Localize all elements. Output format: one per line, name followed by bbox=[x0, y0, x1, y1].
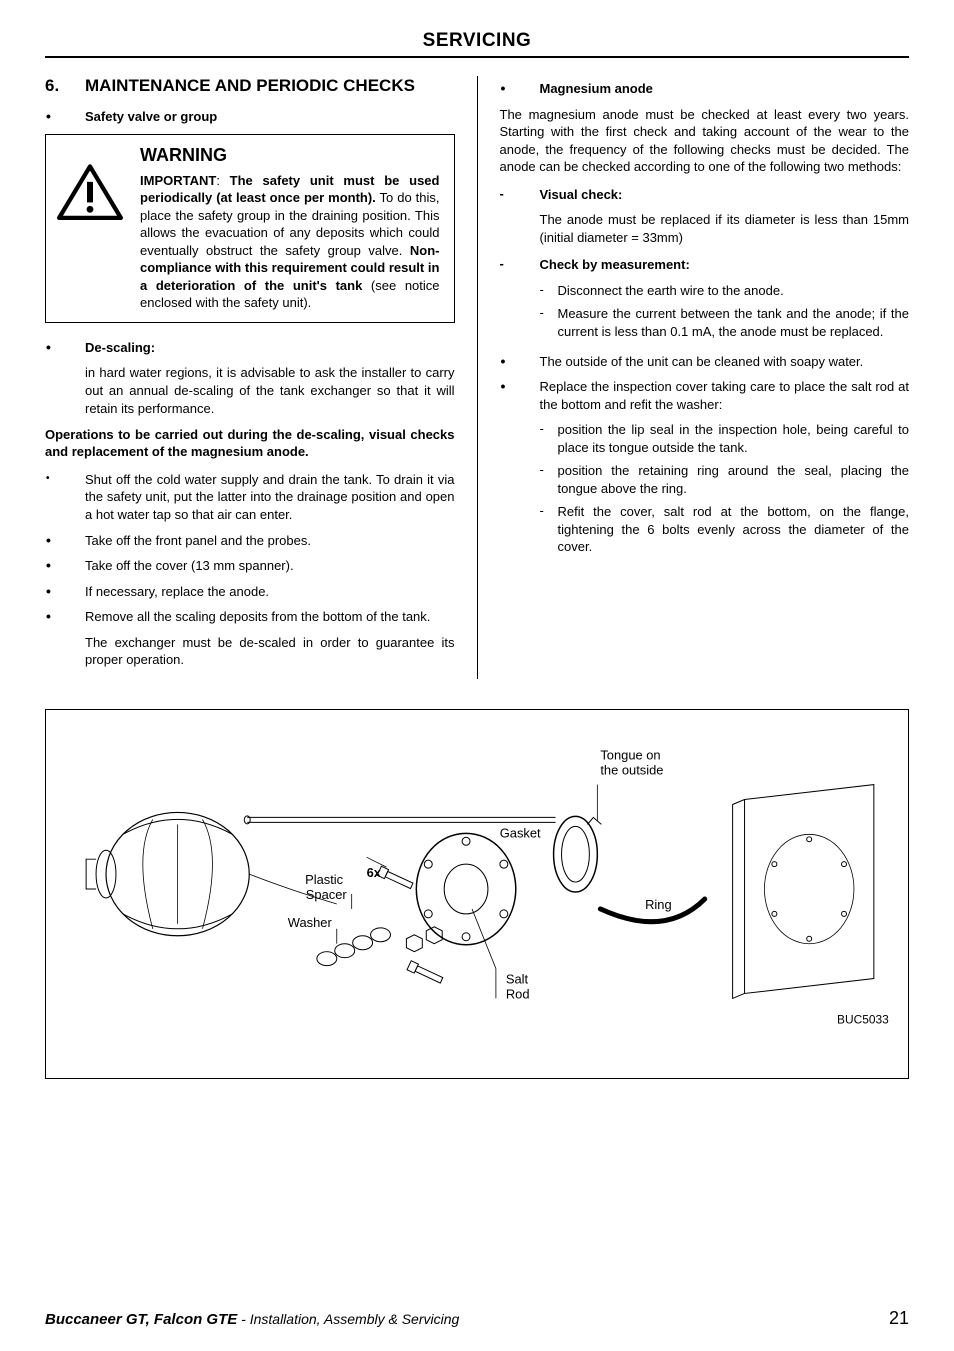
label-gasket: Gasket bbox=[500, 825, 541, 840]
dash-mark: - bbox=[500, 256, 540, 274]
section-heading: 6. MAINTENANCE AND PERIODIC CHECKS bbox=[45, 76, 455, 96]
exchanger-paragraph: The exchanger must be de-scaled in order… bbox=[85, 634, 455, 669]
descaling-paragraph: in hard water regions, it is advisable t… bbox=[85, 364, 455, 417]
diagram-code: BUC5033 bbox=[837, 1012, 889, 1026]
bullet-dot: • bbox=[500, 353, 540, 371]
bullet-descaling: • De-scaling: bbox=[45, 339, 455, 357]
clean-text: The outside of the unit can be cleaned w… bbox=[540, 353, 910, 371]
bullet-clean: • The outside of the unit can be cleaned… bbox=[500, 353, 910, 371]
label-six-x: 6x bbox=[367, 865, 382, 880]
op-item-3: • If necessary, replace the anode. bbox=[45, 583, 455, 601]
right-column: • Magnesium anode The magnesium anode mu… bbox=[500, 76, 910, 679]
op-item-0: • Shut off the cold water supply and dra… bbox=[45, 471, 455, 524]
visual-check-text: The anode must be replaced if its diamet… bbox=[540, 211, 910, 246]
page-header: SERVICING bbox=[45, 30, 909, 58]
dash-mark: - bbox=[540, 503, 558, 556]
bullet-inspection: • Replace the inspection cover taking ca… bbox=[500, 378, 910, 413]
dash-mark: - bbox=[540, 305, 558, 340]
bullet-dot: • bbox=[45, 339, 85, 357]
bullet-dot: • bbox=[45, 532, 85, 550]
label-ring: Ring bbox=[645, 897, 672, 912]
footer-product-name: Buccaneer GT, Falcon GTE bbox=[45, 1311, 237, 1328]
refit-text: position the retaining ring around the s… bbox=[558, 462, 910, 497]
dash-mark: - bbox=[540, 421, 558, 456]
magnesium-paragraph: The magnesium anode must be checked at l… bbox=[500, 106, 910, 176]
visual-check-heading: - Visual check: bbox=[500, 186, 910, 204]
refit-item-0: - position the lip seal in the inspectio… bbox=[540, 421, 910, 456]
bullet-dot: • bbox=[45, 557, 85, 575]
dash-mark: - bbox=[540, 282, 558, 300]
operations-heading: Operations to be carried out during the … bbox=[45, 427, 455, 461]
op-item-1: • Take off the front panel and the probe… bbox=[45, 532, 455, 550]
measure-check-heading: - Check by measurement: bbox=[500, 256, 910, 274]
dash-mark: - bbox=[500, 186, 540, 204]
diagram-svg: Tongue on the outside Gasket Ring Plasti… bbox=[46, 710, 908, 1078]
op-item-4: • Remove all the scaling deposits from t… bbox=[45, 608, 455, 626]
footer-suffix: - Installation, Assembly & Servicing bbox=[237, 1311, 459, 1327]
warning-box: WARNING IMPORTANT: The safety unit must … bbox=[45, 134, 455, 323]
measure-text: Measure the current between the tank and… bbox=[558, 305, 910, 340]
page-footer: Buccaneer GT, Falcon GTE - Installation,… bbox=[45, 1308, 909, 1329]
refit-item-2: - Refit the cover, salt rod at the botto… bbox=[540, 503, 910, 556]
bullet-safety-valve: • Safety valve or group bbox=[45, 108, 455, 126]
safety-valve-label: Safety valve or group bbox=[85, 108, 455, 126]
refit-text: Refit the cover, salt rod at the bottom,… bbox=[558, 503, 910, 556]
column-divider bbox=[477, 76, 478, 679]
bullet-dot: • bbox=[500, 378, 540, 413]
bullet-dot: • bbox=[45, 583, 85, 601]
assembly-diagram: Tongue on the outside Gasket Ring Plasti… bbox=[45, 709, 909, 1079]
op-text: Take off the front panel and the probes. bbox=[85, 532, 455, 550]
bullet-dot: • bbox=[45, 108, 85, 126]
footer-page-number: 21 bbox=[889, 1308, 909, 1329]
label-plastic-spacer: Plastic Spacer bbox=[305, 872, 347, 902]
op-text: Take off the cover (13 mm spanner). bbox=[85, 557, 455, 575]
op-text: If necessary, replace the anode. bbox=[85, 583, 455, 601]
label-tongue: Tongue on the outside bbox=[600, 748, 664, 778]
left-column: 6. MAINTENANCE AND PERIODIC CHECKS • Saf… bbox=[45, 76, 455, 679]
section-number: 6. bbox=[45, 76, 85, 96]
content-columns: 6. MAINTENANCE AND PERIODIC CHECKS • Saf… bbox=[45, 76, 909, 679]
bullet-dot: • bbox=[500, 80, 540, 98]
measure-text: Disconnect the earth wire to the anode. bbox=[558, 282, 910, 300]
inspection-text: Replace the inspection cover taking care… bbox=[540, 378, 910, 413]
op-text: Shut off the cold water supply and drain… bbox=[85, 471, 455, 524]
warning-text: IMPORTANT: The safety unit must be used … bbox=[140, 172, 440, 312]
op-text: Remove all the scaling deposits from the… bbox=[85, 608, 455, 626]
measure-item-1: - Measure the current between the tank a… bbox=[540, 305, 910, 340]
measure-check-label: Check by measurement: bbox=[540, 256, 910, 274]
bullet-dot: • bbox=[45, 471, 85, 524]
bullet-dot: • bbox=[45, 608, 85, 626]
refit-text: position the lip seal in the inspection … bbox=[558, 421, 910, 456]
label-washer: Washer bbox=[288, 915, 333, 930]
warning-icon bbox=[54, 145, 126, 312]
bullet-magnesium: • Magnesium anode bbox=[500, 80, 910, 98]
descaling-label: De-scaling: bbox=[85, 339, 455, 357]
visual-check-label: Visual check: bbox=[540, 186, 910, 204]
warning-body: WARNING IMPORTANT: The safety unit must … bbox=[140, 145, 440, 312]
op-item-2: • Take off the cover (13 mm spanner). bbox=[45, 557, 455, 575]
measure-item-0: - Disconnect the earth wire to the anode… bbox=[540, 282, 910, 300]
magnesium-label: Magnesium anode bbox=[540, 80, 910, 98]
footer-product: Buccaneer GT, Falcon GTE - Installation,… bbox=[45, 1311, 459, 1328]
dash-mark: - bbox=[540, 462, 558, 497]
warning-title: WARNING bbox=[140, 145, 440, 166]
refit-item-1: - position the retaining ring around the… bbox=[540, 462, 910, 497]
section-title: MAINTENANCE AND PERIODIC CHECKS bbox=[85, 76, 415, 96]
label-salt-rod: Salt Rod bbox=[506, 971, 532, 1001]
